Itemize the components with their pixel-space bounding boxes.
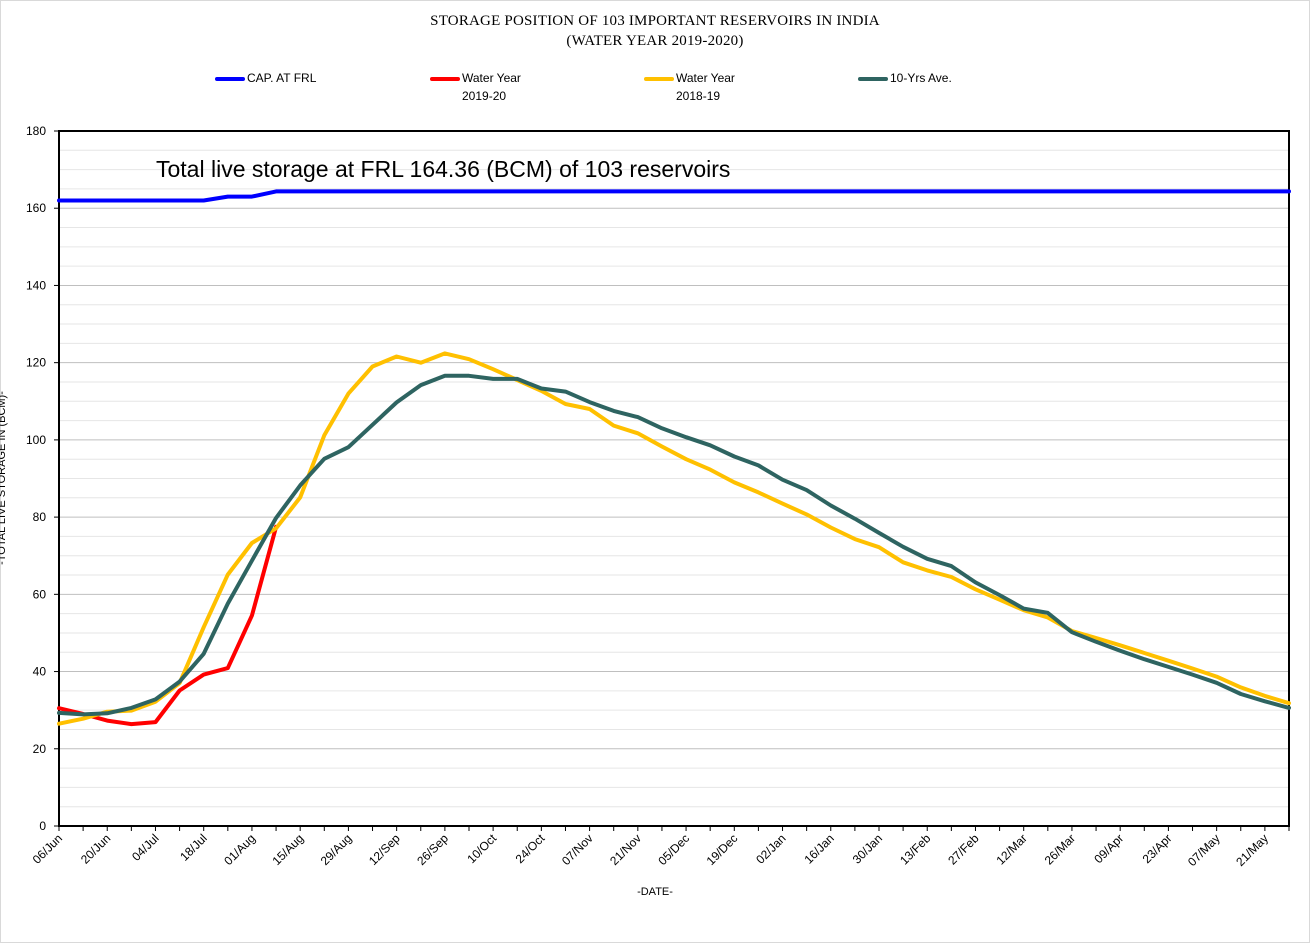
- x-tick-label: 16/Jan: [802, 831, 837, 866]
- y-tick-label: 40: [33, 665, 47, 679]
- x-tick-label: 26/Mar: [1042, 831, 1078, 867]
- y-tick-label: 180: [26, 124, 46, 138]
- x-tick-label: 19/Dec: [704, 831, 741, 868]
- legend-swatch-water-year-2018-19: [644, 77, 674, 81]
- x-axis-title: -DATE-: [637, 886, 673, 898]
- x-tick-label: 15/Aug: [269, 831, 306, 868]
- x-tick-label: 24/Oct: [513, 831, 548, 866]
- legend-label-water-year-2019-20-line1: Water Year: [462, 71, 521, 85]
- y-axis-title: -TOTAL LIVE STORAGE IN (BCM)-: [0, 391, 8, 565]
- x-tick-label: 13/Feb: [897, 831, 934, 868]
- chart-title: STORAGE POSITION OF 103 IMPORTANT RESERV…: [430, 13, 880, 29]
- x-tick-label: 27/Feb: [945, 831, 982, 868]
- x-tick-label: 02/Jan: [753, 831, 788, 866]
- y-tick-label: 80: [33, 510, 47, 524]
- x-tick-label: 21/Nov: [607, 831, 644, 868]
- x-tick-label: 06/Jun: [30, 831, 65, 866]
- x-tick-label: 07/Nov: [559, 831, 596, 868]
- x-tick-label: 05/Dec: [655, 831, 692, 868]
- x-tick-label: 18/Jul: [177, 831, 210, 864]
- x-tick-label: 30/Jan: [850, 831, 885, 866]
- legend-label-water-year-2018-19-line2: 2018-19: [676, 89, 721, 103]
- series-line-cap-at-frl: [57, 189, 1291, 203]
- x-tick-label: 23/Apr: [1140, 831, 1175, 866]
- legend-label-water-year-2018-19-line1: Water Year: [676, 71, 735, 85]
- x-tick-label: 21/May: [1233, 831, 1271, 869]
- x-tick-label: 04/Jul: [129, 831, 162, 864]
- x-tick-label: 12/Sep: [366, 831, 403, 868]
- y-tick-label: 120: [26, 356, 46, 370]
- x-tick-label: 12/Mar: [994, 831, 1030, 867]
- chart-subtitle: (WATER YEAR 2019-2020): [566, 33, 744, 49]
- y-tick-label: 160: [26, 201, 46, 215]
- x-tick-label: 20/Jun: [78, 831, 113, 866]
- series-line-water-year-2018-19: [57, 351, 1291, 726]
- y-tick-label: 0: [39, 819, 46, 833]
- frl-annotation: Total live storage at FRL 164.36 (BCM) o…: [156, 156, 731, 182]
- x-tick-label: 01/Aug: [221, 831, 258, 868]
- x-tick-label: 29/Aug: [318, 831, 355, 868]
- legend-label-cap-at-frl: CAP. AT FRL: [247, 71, 317, 85]
- legend-swatch-water-year-2019-20: [430, 77, 460, 81]
- y-tick-label: 140: [26, 278, 46, 292]
- plot-area-border: [58, 130, 1290, 827]
- y-tick-label: 100: [26, 433, 46, 447]
- y-tick-label: 60: [33, 587, 47, 601]
- legend-swatch-10-yrs-ave: [858, 77, 888, 81]
- x-tick-label: 09/Apr: [1091, 831, 1126, 866]
- x-tick-label: 07/May: [1185, 831, 1223, 869]
- legend-label-10-yrs-ave: 10-Yrs Ave.: [890, 71, 952, 85]
- x-tick-label: 26/Sep: [414, 831, 451, 868]
- series-line-10-yrs-ave: [57, 373, 1291, 717]
- series-line-water-year-2019-20: [57, 524, 279, 727]
- x-tick-label: 10/Oct: [464, 831, 499, 866]
- legend-swatch-cap-at-frl: [215, 77, 245, 81]
- legend-label-water-year-2019-20-line2: 2019-20: [462, 89, 507, 103]
- y-tick-label: 20: [33, 742, 47, 756]
